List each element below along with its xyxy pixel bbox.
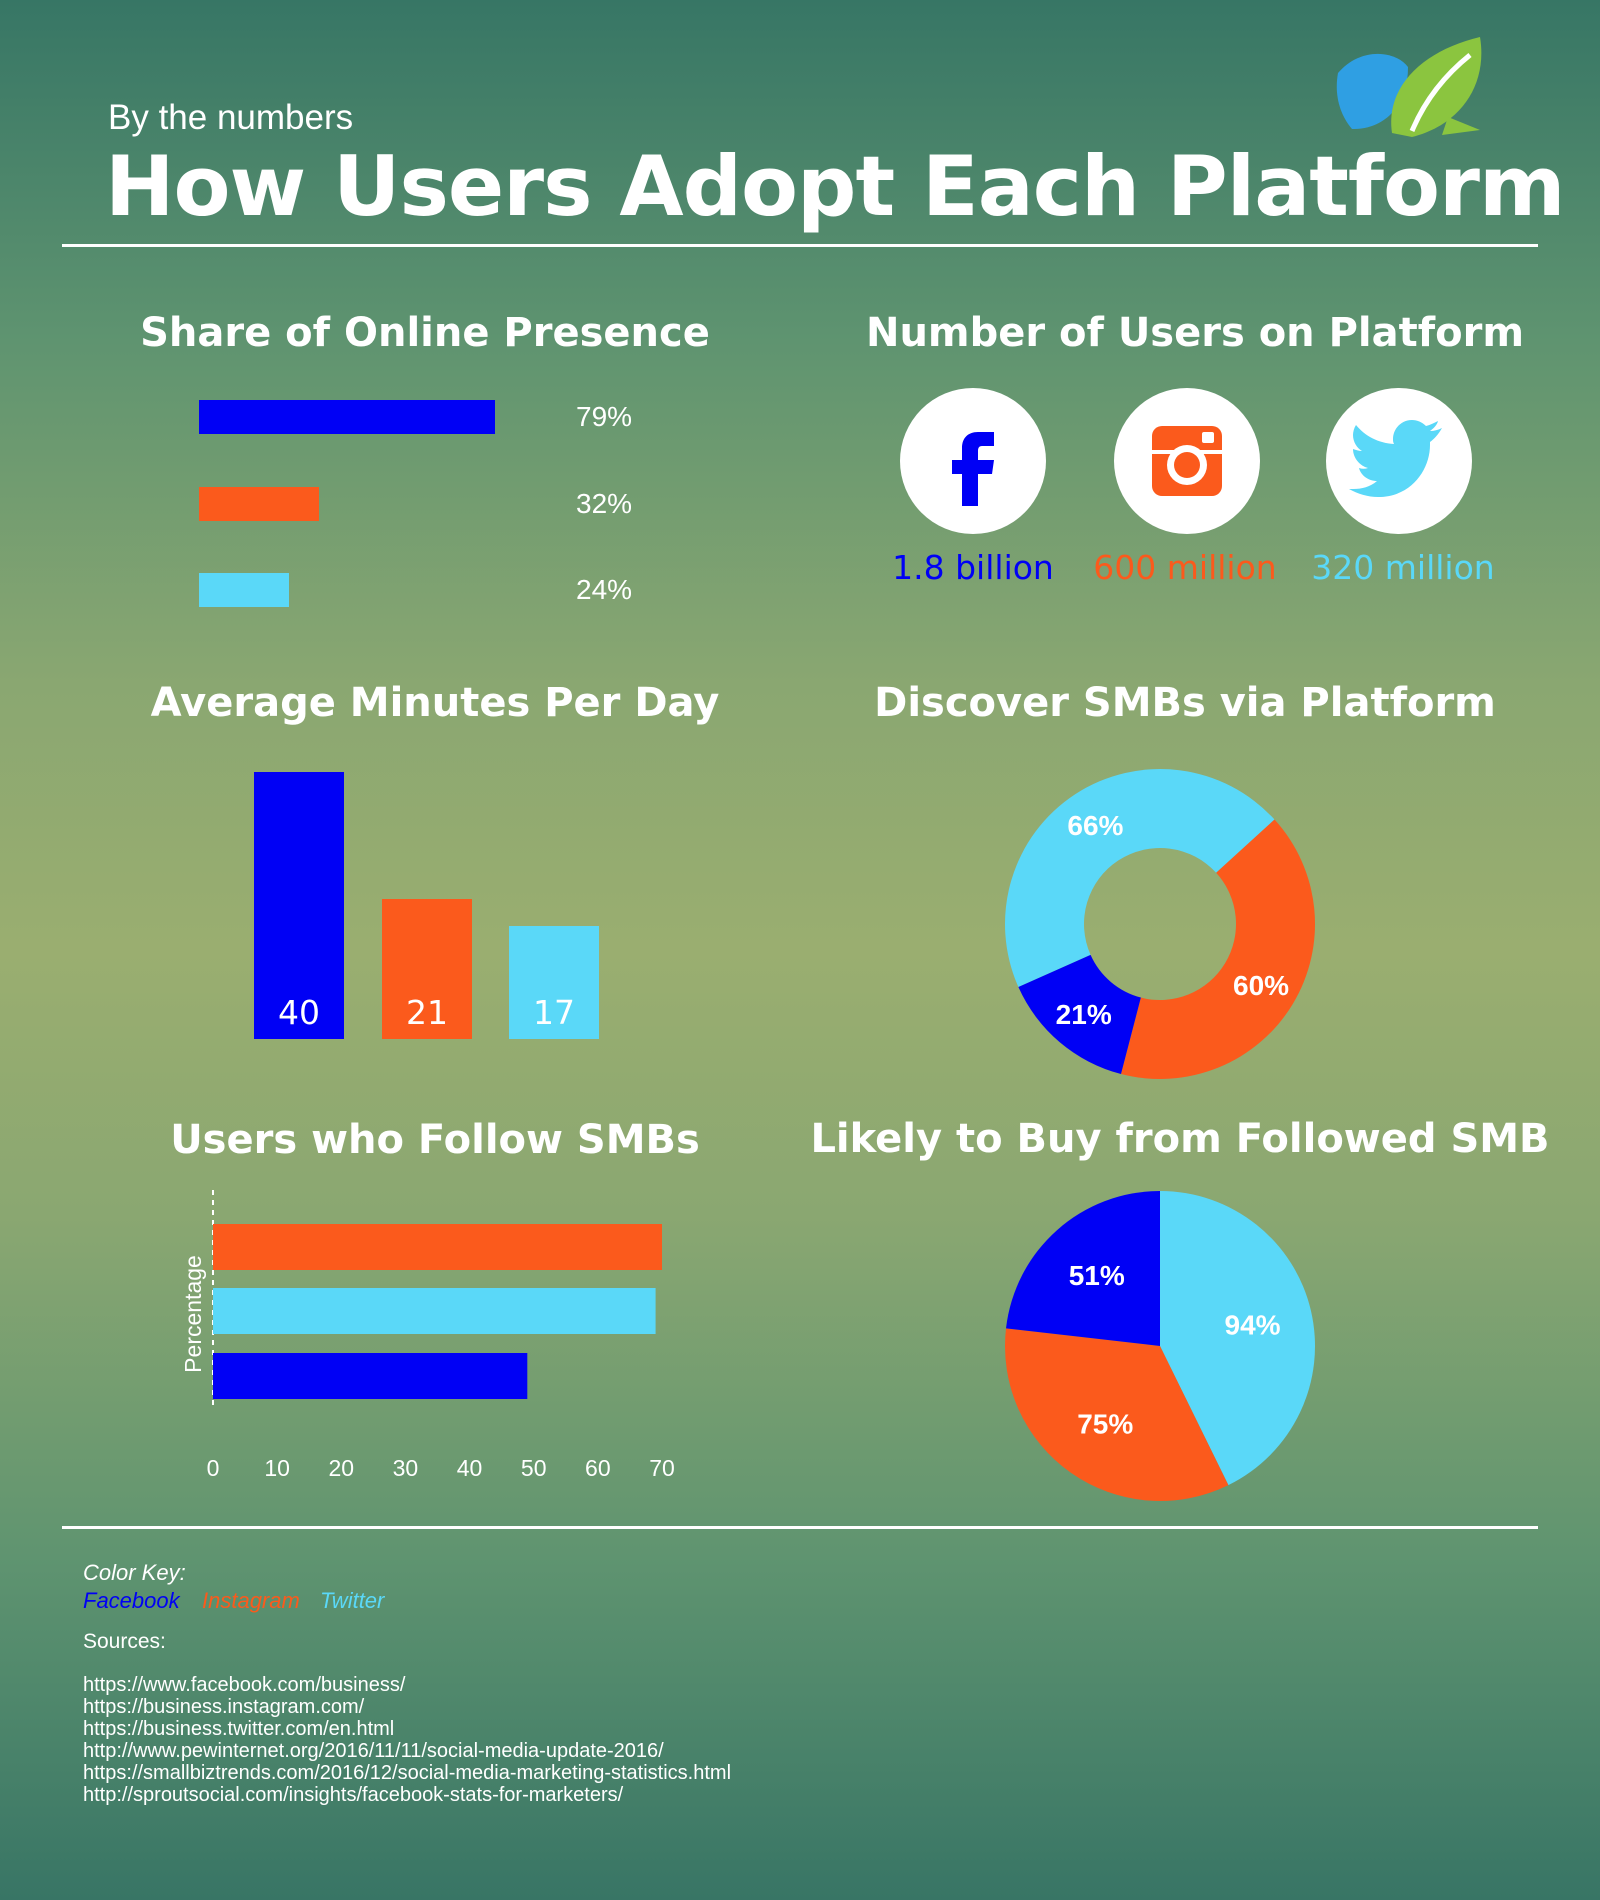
pie-value-twitter: 94% (1225, 1309, 1281, 1340)
discover-smbs-title: Discover SMBs via Platform (874, 680, 1496, 726)
follow-smbs-chart: 0 10 20 30 40 50 60 70 Percentage (180, 1190, 675, 1481)
instagram-circle (1114, 388, 1260, 534)
share-value-instagram: 32% (576, 488, 633, 519)
minutes-bar-facebook (254, 772, 344, 1039)
donut-value-instagram: 60% (1233, 970, 1289, 1001)
color-key-title: Color Key: (83, 1560, 186, 1585)
follow-tick-40: 40 (457, 1455, 483, 1481)
source-link[interactable]: https://business.instagram.com/ (83, 1696, 365, 1718)
color-key-facebook: Facebook (83, 1588, 180, 1613)
follow-tick-50: 50 (521, 1455, 547, 1481)
follow-tick-0: 0 (207, 1455, 220, 1481)
donut-slice-twitter (1005, 769, 1275, 988)
pie-value-instagram: 75% (1077, 1409, 1133, 1440)
follow-tick-20: 20 (328, 1455, 354, 1481)
follow-ylabel: Percentage (180, 1255, 206, 1373)
source-link[interactable]: http://sproutsocial.com/insights/faceboo… (83, 1784, 624, 1806)
donut-value-twitter: 66% (1067, 810, 1123, 841)
follow-bar-facebook (213, 1353, 528, 1399)
share-bar-twitter (199, 573, 289, 607)
share-bar-facebook (199, 400, 496, 434)
page-title: How Users Adopt Each Platform (105, 138, 1565, 235)
minutes-value-twitter: 17 (533, 993, 575, 1032)
minutes-value-instagram: 21 (406, 993, 448, 1032)
users-value-instagram: 600 million (1093, 548, 1277, 587)
users-value-facebook: 1.8 billion (892, 548, 1054, 587)
donut-slice-facebook (1018, 954, 1141, 1075)
instagram-icon (1152, 426, 1222, 496)
facebook-circle (900, 388, 1046, 534)
avg-minutes-title: Average Minutes Per Day (150, 680, 720, 726)
donut-value-facebook: 21% (1056, 999, 1112, 1030)
follow-bar-instagram (213, 1224, 662, 1270)
color-key-instagram: Instagram (202, 1588, 300, 1613)
follow-tick-10: 10 (264, 1455, 290, 1481)
sources-title: Sources: (83, 1630, 166, 1653)
donut-slice-instagram (1121, 819, 1315, 1079)
share-value-facebook: 79% (576, 401, 633, 432)
follow-tick-70: 70 (649, 1455, 675, 1481)
minutes-bar-instagram (382, 898, 472, 1039)
source-link[interactable]: http://www.pewinternet.org/2016/11/11/so… (83, 1740, 664, 1762)
discover-smbs-donut: 66% 60% 21% (1005, 769, 1315, 1079)
bottom-divider (62, 1526, 1538, 1529)
pie-value-facebook: 51% (1069, 1260, 1125, 1291)
pie-slice-facebook (1006, 1191, 1160, 1346)
follow-tick-60: 60 (585, 1455, 611, 1481)
pie-slice-twitter (1160, 1191, 1315, 1486)
minutes-bar-twitter (509, 925, 599, 1039)
source-link[interactable]: https://smallbiztrends.com/2016/12/socia… (83, 1762, 732, 1784)
follow-bar-twitter (213, 1288, 656, 1334)
likely-buy-pie: 94% 75% 51% (1005, 1191, 1315, 1501)
facebook-icon (952, 432, 994, 506)
pie-slice-instagram (1005, 1328, 1229, 1501)
likely-buy-title: Likely to Buy from Followed SMB (810, 1116, 1550, 1162)
follow-tick-30: 30 (393, 1455, 419, 1481)
users-value-twitter: 320 million (1311, 548, 1495, 587)
twitter-circle (1326, 388, 1472, 534)
share-presence-title: Share of Online Presence (140, 310, 710, 356)
follow-smbs-title: Users who Follow SMBs (170, 1117, 700, 1163)
twitter-icon (1349, 420, 1442, 497)
source-link[interactable]: https://www.facebook.com/business/ (83, 1674, 406, 1696)
share-value-twitter: 24% (576, 574, 633, 605)
leaf-logo-icon (1336, 37, 1482, 137)
source-link[interactable]: https://business.twitter.com/en.html (83, 1718, 395, 1740)
page-subtitle: By the numbers (108, 98, 354, 137)
minutes-value-facebook: 40 (278, 993, 320, 1032)
users-platform-title: Number of Users on Platform (865, 310, 1525, 356)
color-key-twitter: Twitter (320, 1588, 385, 1613)
share-bar-instagram (199, 487, 319, 521)
top-divider (62, 244, 1538, 247)
